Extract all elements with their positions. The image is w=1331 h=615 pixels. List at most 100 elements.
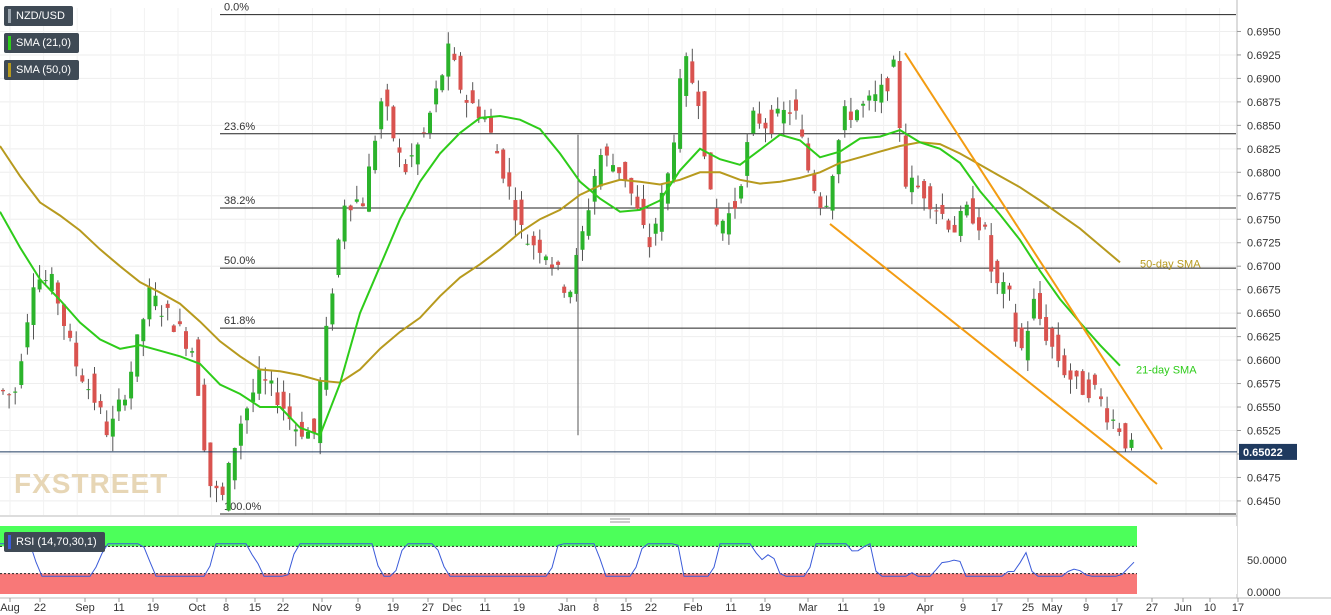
- candle-body: [1019, 327, 1024, 349]
- candle-body: [885, 78, 890, 92]
- candle-body: [983, 224, 988, 227]
- candle-body: [190, 351, 195, 353]
- sma50-legend[interactable]: SMA (50,0): [4, 60, 80, 80]
- candle-body: [123, 399, 127, 406]
- date-tick-label: 17: [1232, 602, 1244, 614]
- price-tick-label: 0.6575: [1247, 379, 1281, 391]
- candle-body: [794, 99, 798, 111]
- price-tick-label: 0.6750: [1247, 214, 1281, 226]
- candle-body: [74, 342, 79, 367]
- price-axis: 0.6950 0.6925 0.6900 0.6875 0.6850 0.6825 0.68…: [0, 0, 1297, 598]
- candle-body: [537, 239, 542, 253]
- candle-body: [1025, 330, 1030, 361]
- candle-body: [946, 220, 951, 230]
- candle-body: [184, 331, 188, 349]
- candle-body: [1062, 355, 1067, 376]
- candle-body: [214, 485, 219, 489]
- sma21-annotation: 21-day SMA: [1136, 364, 1197, 376]
- candle-body: [1111, 419, 1116, 421]
- candle-body: [970, 198, 975, 224]
- candle-body: [470, 90, 475, 104]
- candle-body: [714, 207, 719, 225]
- candle-body: [409, 155, 414, 157]
- candle-body: [62, 304, 66, 327]
- fib-level-label: 61.8%: [224, 315, 255, 327]
- date-tick-label: 22: [277, 602, 289, 614]
- candle-body: [873, 94, 878, 101]
- candle-body: [251, 392, 256, 402]
- candle-body: [80, 375, 85, 382]
- candle-body: [98, 400, 103, 408]
- candle-body: [519, 199, 524, 225]
- candle-body: [1074, 370, 1079, 377]
- candle-body: [196, 339, 201, 396]
- candle-body: [580, 231, 585, 250]
- candle-body: [720, 220, 725, 234]
- candle-body: [641, 198, 646, 226]
- candle-body: [330, 293, 335, 325]
- date-tick-label: 8: [223, 602, 229, 614]
- candle-body: [958, 210, 963, 236]
- candle-body: [421, 132, 426, 134]
- candle-body: [556, 261, 561, 265]
- candle-body: [1, 389, 5, 392]
- candle-body: [818, 196, 823, 208]
- date-tick-label: May: [1042, 602, 1063, 614]
- candle-body: [354, 199, 359, 202]
- candle-body: [775, 108, 780, 114]
- candle-body: [769, 109, 774, 134]
- candle-body: [434, 88, 439, 105]
- price-tick-label: 0.6900: [1247, 73, 1281, 85]
- candle-body: [848, 111, 853, 120]
- date-tick-label: Apr: [916, 602, 933, 614]
- sma21-legend[interactable]: SMA (21,0): [4, 33, 80, 53]
- candle-body: [653, 223, 658, 234]
- candle-body: [281, 391, 286, 409]
- rsi-legend[interactable]: RSI (14,70,30,1): [4, 532, 105, 552]
- candle-body: [489, 116, 493, 133]
- candle-body: [629, 177, 634, 194]
- candle-body: [324, 325, 329, 390]
- price-tick-label: 0.6850: [1247, 120, 1281, 132]
- date-tick-label: 19: [513, 602, 525, 614]
- candle-body: [916, 185, 920, 188]
- candle-body: [293, 429, 298, 432]
- candle-body: [202, 384, 207, 451]
- candle-body: [55, 282, 60, 304]
- date-tick-label: Aug: [0, 602, 20, 614]
- price-tick-label: 0.6475: [1247, 472, 1281, 484]
- fxstreet-watermark: FXSTREET: [14, 468, 168, 499]
- rsi-swatch: [8, 535, 11, 549]
- date-tick-label: 19: [759, 602, 771, 614]
- rsi-overbought-zone: [0, 526, 1137, 547]
- candle-body: [379, 101, 384, 130]
- candle-body: [306, 431, 310, 439]
- fib-level-label: 23.6%: [224, 121, 255, 133]
- candle-body: [922, 181, 927, 199]
- rsi-label: RSI (14,70,30,1): [16, 536, 97, 548]
- candle-body: [757, 113, 762, 124]
- candle-body: [257, 369, 262, 394]
- trend-channel: [829, 52, 1163, 485]
- candle-body: [830, 176, 835, 211]
- candle-body: [245, 408, 249, 421]
- candle-body: [733, 201, 737, 209]
- candle-body: [312, 418, 317, 434]
- price-tick-label: 0.6875: [1247, 97, 1281, 109]
- candle-body: [909, 177, 914, 193]
- candle-body: [348, 205, 353, 211]
- candle-body: [1050, 328, 1055, 347]
- candle-body: [37, 279, 42, 290]
- date-tick-label: Dec: [442, 602, 462, 614]
- candle-body: [861, 103, 866, 106]
- candle-body: [1105, 408, 1110, 423]
- symbol-legend[interactable]: NZD/USD: [4, 6, 73, 26]
- price-tick-label: 0.6525: [1247, 426, 1281, 438]
- sma50-line: [0, 141, 1121, 384]
- candle-body: [1068, 370, 1073, 380]
- date-tick-label: Mar: [799, 602, 818, 614]
- candle-body: [763, 122, 768, 129]
